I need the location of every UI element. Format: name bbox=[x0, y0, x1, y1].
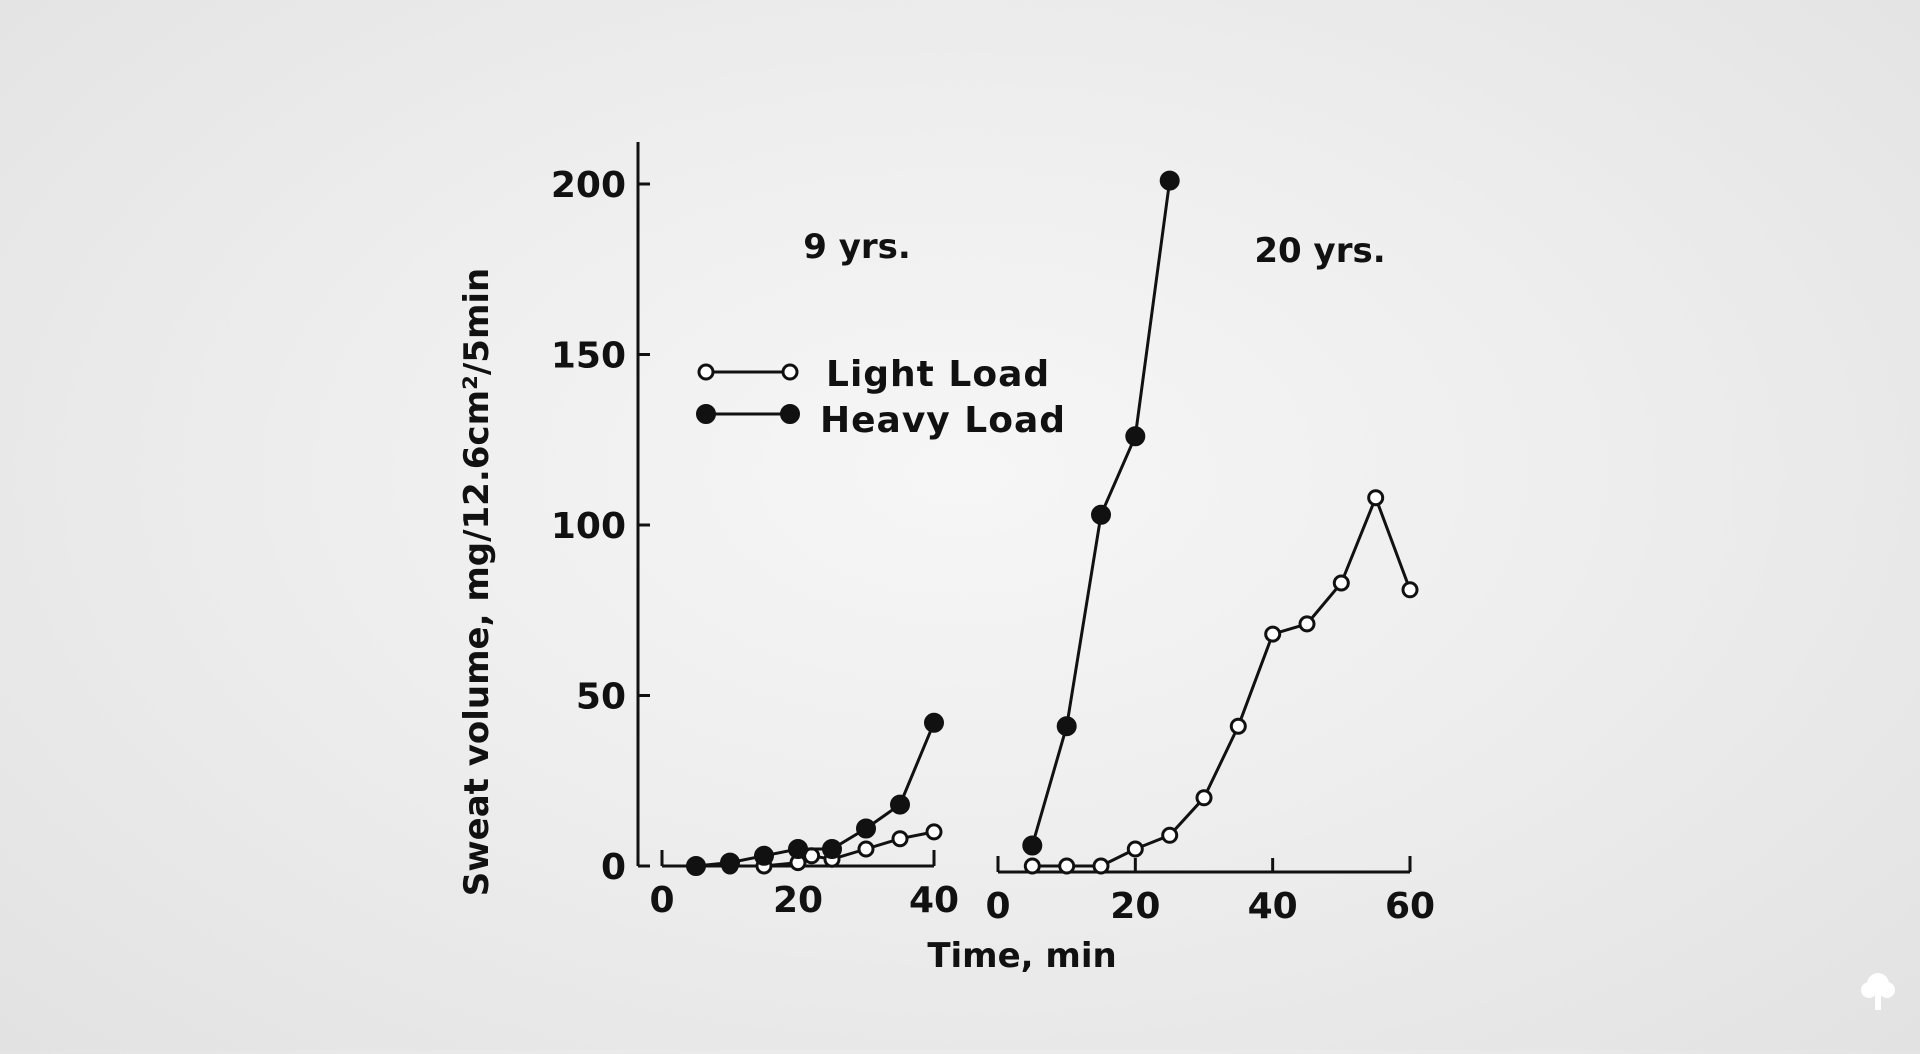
legend: Light Load Heavy Load bbox=[696, 354, 1066, 441]
point-light-panel-0-8 bbox=[925, 823, 943, 841]
y-tick-label-50: 50 bbox=[576, 677, 626, 718]
x-tick-label-panel-0-40: 40 bbox=[909, 880, 959, 921]
legend-light-label: Light Load bbox=[826, 354, 1050, 395]
y-tick-label-100: 100 bbox=[551, 506, 626, 547]
y-tick-label-200: 200 bbox=[551, 165, 626, 206]
point-heavy-panel-0-0 bbox=[686, 856, 706, 876]
x-tick-label-panel-1-0: 0 bbox=[985, 886, 1010, 927]
point-light-panel-1-9 bbox=[1332, 574, 1350, 592]
legend-light-marker-left bbox=[697, 363, 715, 381]
panel-label-20yrs: 20 yrs. bbox=[1254, 231, 1385, 271]
point-heavy-panel-0-5 bbox=[856, 818, 876, 839]
point-heavy-panel-1-4 bbox=[1159, 170, 1180, 191]
point-light-panel-0-7 bbox=[891, 830, 909, 848]
x-tick-label-panel-1-60: 60 bbox=[1385, 886, 1435, 927]
point-light-panel-1-5 bbox=[1195, 789, 1213, 807]
x-axis-title: Time, min bbox=[927, 936, 1116, 976]
tree-icon bbox=[1861, 973, 1895, 1010]
point-heavy-panel-1-1 bbox=[1056, 716, 1077, 737]
y-axis-title: Sweat volume, mg/12.6cm²/5min bbox=[457, 268, 497, 897]
y-tick-label-150: 150 bbox=[551, 336, 626, 377]
point-heavy-panel-0-1 bbox=[720, 852, 740, 873]
legend-light-marker-right bbox=[781, 363, 799, 381]
point-light-panel-1-10 bbox=[1367, 489, 1385, 507]
y-tick-label-0: 0 bbox=[601, 847, 626, 888]
point-light-panel-1-0 bbox=[1023, 857, 1041, 875]
point-light-panel-0-6 bbox=[857, 840, 875, 858]
point-heavy-panel-1-0 bbox=[1022, 835, 1043, 856]
point-light-panel-1-11 bbox=[1401, 581, 1419, 599]
x-tick-label-panel-0-0: 0 bbox=[649, 880, 674, 921]
point-light-panel-1-8 bbox=[1298, 615, 1316, 633]
point-heavy-panel-0-7 bbox=[924, 712, 944, 733]
legend-heavy-marker-right bbox=[780, 404, 800, 424]
point-light-panel-1-2 bbox=[1092, 857, 1110, 875]
panel-label-9yrs: 9 yrs. bbox=[803, 227, 911, 267]
point-heavy-panel-0-3 bbox=[788, 839, 808, 859]
point-light-panel-1-7 bbox=[1264, 625, 1282, 643]
point-heavy-panel-0-4 bbox=[822, 839, 842, 859]
point-heavy-panel-1-3 bbox=[1125, 426, 1146, 447]
series-layer bbox=[686, 170, 1419, 876]
legend-heavy-label: Heavy Load bbox=[820, 400, 1066, 441]
legend-heavy-marker-left bbox=[696, 404, 716, 424]
x-tick-label-panel-1-20: 20 bbox=[1110, 886, 1160, 927]
point-light-panel-1-6 bbox=[1229, 717, 1247, 735]
x-tick-label-panel-1-40: 40 bbox=[1248, 886, 1298, 927]
point-light-panel-1-3 bbox=[1126, 840, 1144, 858]
point-heavy-panel-0-6 bbox=[890, 794, 910, 815]
point-heavy-panel-1-2 bbox=[1091, 504, 1111, 525]
series-line-light-panel-1 bbox=[1032, 493, 1412, 868]
x-tick-label-panel-0-20: 20 bbox=[773, 880, 823, 921]
point-light-panel-1-1 bbox=[1058, 857, 1076, 875]
point-heavy-panel-0-2 bbox=[754, 845, 774, 866]
point-light-panel-1-4 bbox=[1161, 826, 1179, 844]
axes-layer: 0 50 100 150 200 0 20 40 0 20 40 60 bbox=[551, 142, 1435, 927]
